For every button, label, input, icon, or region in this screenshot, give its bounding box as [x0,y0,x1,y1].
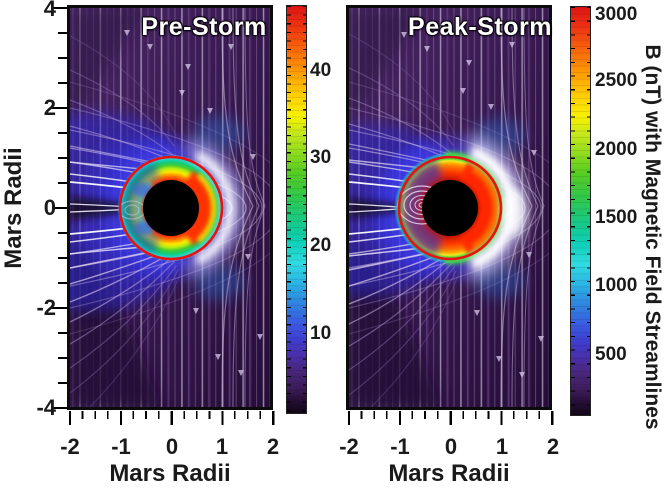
peak-storm-field-streamline-plot [349,8,549,407]
colorbar-tick-label: 20 [310,235,332,256]
x-axis-minor-ticks-left-panel [69,411,275,419]
mars-disk [422,180,478,236]
x-tick-label: 0 [444,434,458,459]
colorbar-tick-label: 500 [595,344,627,365]
panel-pre-storm [67,5,273,410]
x-tick-label: 2 [546,434,560,459]
mars-disk [143,180,199,236]
x-tick-label: -2 [60,434,80,459]
colorbar-tick-label: 40 [310,60,332,81]
streamline-direction-arrows [401,32,544,378]
colorbar-tick-marks [571,7,575,415]
y-tick-label: 0 [43,195,56,220]
x-tick-label: -2 [339,434,359,459]
x-tick-label: 0 [165,434,179,459]
x-tick-label: 1 [495,434,509,459]
x-axis-label-right: Mars Radii [388,460,510,487]
x-tick-label: 2 [266,434,280,459]
colorbar-tick-marks [302,6,306,413]
pre-storm-field-streamline-plot [70,8,270,407]
x-tick-label: -1 [111,434,131,459]
colorbar-tick-label: 10 [310,323,332,344]
panel-peak-storm [346,5,552,410]
streamline-direction-arrows [124,30,263,376]
colorbar-tick-label: 1000 [595,275,638,296]
x-axis-label-left: Mars Radii [109,460,231,487]
colorbar-tick-label: 2500 [595,70,638,91]
colorbar-tick-marks [287,6,291,413]
y-tick-label: 4 [43,0,56,21]
colorbar-tick-label: 30 [310,147,332,168]
y-axis-label: Mars Radii [0,147,27,269]
y-tick-label: -4 [36,395,56,420]
red-boundary-circle [118,155,224,261]
colorbar-tick-label: 1500 [595,207,638,228]
colorbar-pre-storm [286,5,307,414]
colorbar-peak-storm [570,6,591,416]
colorbar-tick-label: 2000 [595,139,638,160]
x-axis-minor-ticks-right-panel [348,411,554,419]
y-axis-minor-ticks [58,7,67,411]
colorbar-tick-marks [586,7,590,415]
y-tick-label: 2 [43,95,56,120]
red-boundary-circle [397,155,503,261]
y-tick-label: -2 [36,295,56,320]
colorbar-axis-label: B (nT) with Magnetic Field Streamlines [641,44,664,430]
colorbar-tick-label: 3000 [595,4,638,25]
x-tick-label: 1 [215,434,229,459]
x-tick-label: -1 [390,434,410,459]
